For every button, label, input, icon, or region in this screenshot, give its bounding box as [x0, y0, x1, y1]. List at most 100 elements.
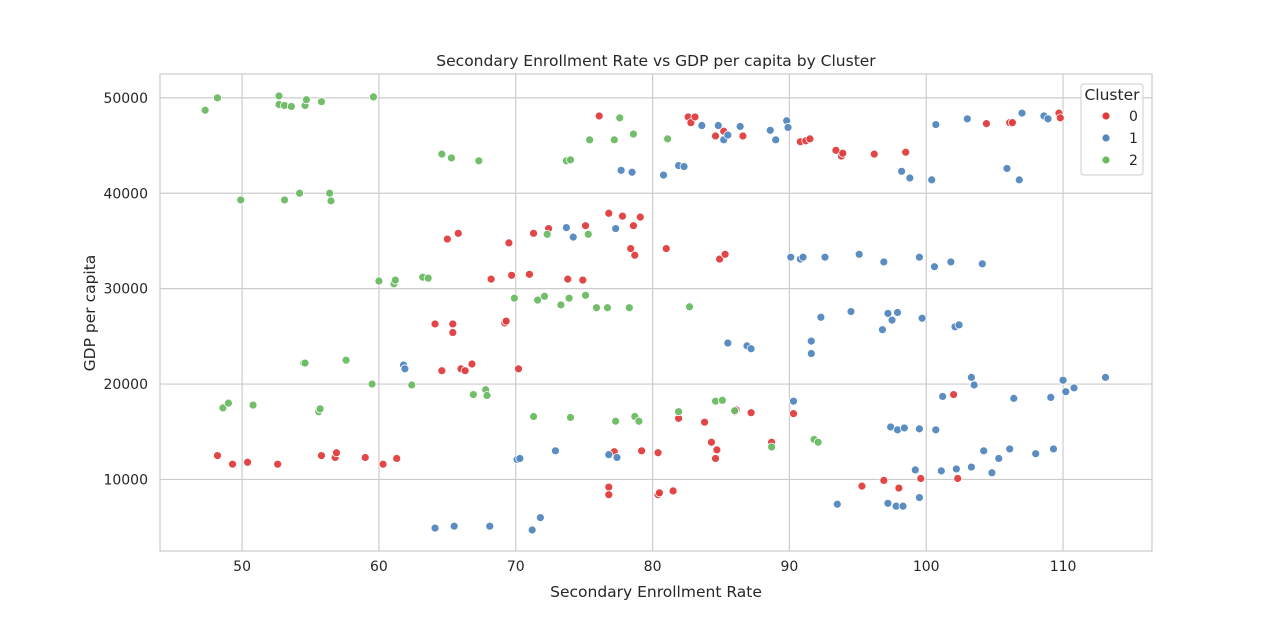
- point-cluster-1: [485, 521, 495, 531]
- point-cluster-2: [583, 229, 593, 239]
- point-cluster-1: [994, 454, 1004, 463]
- point-cluster-2: [585, 135, 595, 145]
- plot-area-frame: [159, 73, 1153, 552]
- point-cluster-2: [767, 442, 777, 452]
- point-cluster-1: [515, 454, 525, 463]
- point-cluster-2: [540, 291, 549, 301]
- point-cluster-1: [917, 313, 927, 323]
- point-cluster-1: [735, 122, 745, 131]
- point-cluster-0: [668, 486, 678, 496]
- point-cluster-2: [224, 398, 233, 408]
- x-tick-label: 50: [233, 559, 251, 575]
- point-cluster-2: [286, 102, 296, 111]
- point-cluster-0: [916, 474, 926, 483]
- point-cluster-1: [910, 465, 920, 475]
- point-cluster-0: [901, 147, 911, 157]
- point-cluster-1: [611, 224, 621, 233]
- point-cluster-1: [1031, 449, 1041, 459]
- y-tick-label: 20000: [103, 377, 148, 393]
- point-cluster-0: [507, 270, 517, 280]
- point-cluster-1: [878, 325, 887, 335]
- point-cluster-0: [460, 366, 470, 376]
- point-cluster-0: [700, 417, 709, 427]
- point-cluster-0: [563, 274, 573, 284]
- point-cluster-0: [486, 274, 496, 284]
- point-cluster-0: [378, 459, 388, 469]
- point-cluster-1: [966, 372, 976, 382]
- point-cluster-0: [273, 459, 283, 469]
- point-cluster-1: [936, 466, 946, 476]
- point-cluster-0: [869, 149, 879, 159]
- point-cluster-1: [697, 121, 707, 130]
- point-cluster-2: [624, 303, 634, 313]
- point-cluster-0: [604, 208, 614, 218]
- point-cluster-0: [789, 409, 798, 419]
- point-cluster-2: [423, 273, 433, 283]
- point-cluster-0: [604, 482, 614, 492]
- point-cluster-0: [430, 319, 440, 329]
- point-cluster-1: [966, 462, 976, 472]
- point-cluster-0: [953, 474, 963, 483]
- y-tick-label: 10000: [103, 472, 148, 488]
- point-cluster-1: [1058, 375, 1068, 385]
- point-cluster-2: [730, 406, 740, 416]
- point-cluster-1: [820, 252, 830, 262]
- point-cluster-1: [954, 320, 964, 330]
- point-cluster-0: [711, 454, 720, 463]
- point-cluster-0: [715, 254, 725, 264]
- point-cluster-1: [979, 446, 989, 456]
- point-cluster-1: [887, 315, 897, 325]
- point-cluster-2: [437, 149, 447, 159]
- point-cluster-1: [931, 120, 941, 129]
- point-cluster-2: [447, 153, 456, 163]
- point-cluster-1: [899, 423, 909, 433]
- point-cluster-1: [783, 123, 793, 132]
- point-cluster-2: [663, 134, 673, 144]
- point-cluster-0: [707, 437, 716, 447]
- point-cluster-0: [746, 408, 756, 418]
- point-cluster-0: [525, 269, 534, 279]
- point-cluster-2: [236, 195, 246, 205]
- point-cluster-1: [1002, 164, 1012, 173]
- point-cluster-1: [1014, 175, 1024, 185]
- point-cluster-1: [527, 525, 537, 535]
- point-cluster-1: [946, 257, 956, 267]
- point-cluster-2: [685, 302, 694, 312]
- point-cluster-1: [659, 170, 668, 180]
- point-cluster-1: [616, 165, 626, 175]
- point-cluster-1: [723, 338, 733, 348]
- point-cluster-2: [634, 416, 644, 426]
- point-cluster-1: [535, 513, 545, 523]
- point-cluster-1: [400, 364, 410, 374]
- legend-item-0: 0: [1101, 109, 1138, 125]
- point-cluster-1: [786, 252, 796, 262]
- point-cluster-2: [581, 290, 590, 300]
- point-cluster-2: [566, 155, 575, 165]
- point-cluster-0: [894, 483, 904, 493]
- point-cluster-0: [501, 316, 511, 326]
- point-cluster-1: [1043, 114, 1053, 124]
- point-cluster-2: [390, 275, 400, 285]
- point-cluster-2: [248, 400, 258, 410]
- point-cluster-1: [930, 262, 939, 272]
- x-tick-label: 80: [644, 559, 662, 575]
- point-cluster-1: [816, 312, 826, 322]
- point-cluster-2: [317, 97, 326, 107]
- point-cluster-2: [295, 188, 304, 198]
- x-tick-label: 90: [780, 559, 798, 575]
- point-cluster-2: [592, 303, 601, 313]
- point-cluster-1: [1046, 393, 1056, 402]
- point-cluster-1: [1017, 108, 1027, 118]
- y-tick-label: 40000: [103, 186, 148, 202]
- point-cluster-0: [467, 359, 477, 369]
- legend-box: [1080, 83, 1144, 176]
- point-cluster-0: [629, 221, 638, 231]
- point-cluster-0: [637, 446, 647, 456]
- legend-label-1: 1: [1129, 131, 1138, 147]
- point-cluster-2: [542, 229, 552, 239]
- point-cluster-2: [615, 113, 625, 123]
- point-cluster-0: [437, 366, 447, 376]
- point-cluster-0: [448, 319, 458, 329]
- point-cluster-0: [317, 451, 326, 461]
